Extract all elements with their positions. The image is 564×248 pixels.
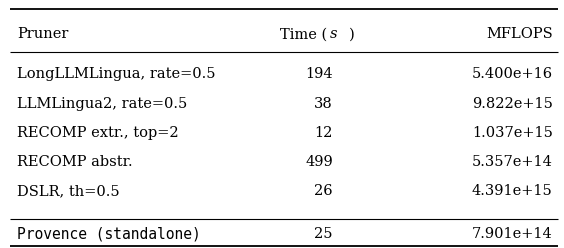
Text: 5.357e+14: 5.357e+14: [472, 155, 553, 169]
Text: LLMLingua2, rate=0.5: LLMLingua2, rate=0.5: [17, 97, 187, 111]
Text: 38: 38: [314, 97, 333, 111]
Text: 194: 194: [305, 67, 333, 81]
Text: Provence (standalone): Provence (standalone): [17, 226, 201, 241]
Text: 7.901e+14: 7.901e+14: [472, 227, 553, 241]
Text: 25: 25: [314, 227, 333, 241]
Text: 9.822e+15: 9.822e+15: [472, 97, 553, 111]
Text: ): ): [349, 27, 354, 41]
Text: Time (: Time (: [280, 27, 327, 41]
Text: RECOMP extr., top=2: RECOMP extr., top=2: [17, 126, 179, 140]
Text: Pruner: Pruner: [17, 27, 68, 41]
Text: RECOMP abstr.: RECOMP abstr.: [17, 155, 133, 169]
Text: LongLLMLingua, rate=0.5: LongLLMLingua, rate=0.5: [17, 67, 215, 81]
Text: 499: 499: [305, 155, 333, 169]
Text: 1.037e+15: 1.037e+15: [472, 126, 553, 140]
Text: 26: 26: [314, 185, 333, 198]
Text: s: s: [330, 27, 337, 41]
Text: 12: 12: [314, 126, 333, 140]
Text: 4.391e+15: 4.391e+15: [472, 185, 553, 198]
Text: 5.400e+16: 5.400e+16: [472, 67, 553, 81]
Text: MFLOPS: MFLOPS: [486, 27, 553, 41]
Text: DSLR, th=0.5: DSLR, th=0.5: [17, 185, 120, 198]
